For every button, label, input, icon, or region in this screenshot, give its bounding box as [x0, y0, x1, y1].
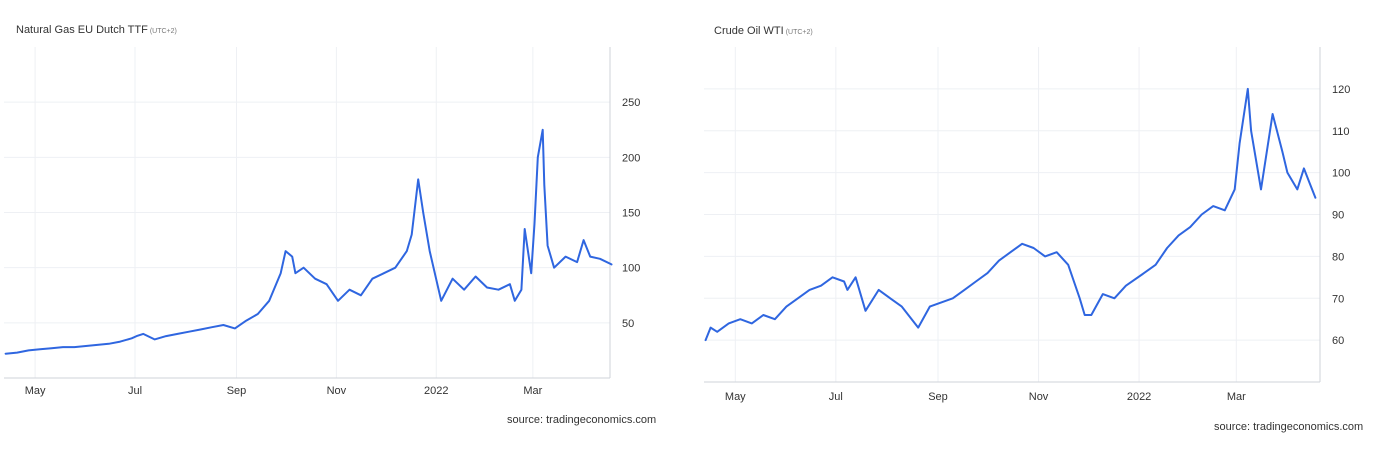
chart-title: Natural Gas EU Dutch TTF (UTC+2) — [16, 24, 177, 36]
y-tick-label: 250 — [622, 97, 640, 109]
y-tick-label: 60 — [1332, 335, 1344, 347]
chart-source: source: tradingeconomics.com — [1214, 421, 1364, 433]
x-tick-label: May — [25, 385, 46, 397]
y-tick-label: 70 — [1332, 293, 1344, 305]
x-tick-label: Jul — [829, 391, 843, 403]
chart-title-text: Crude Oil WTI — [714, 25, 784, 37]
y-tick-label: 100 — [622, 263, 640, 275]
chart-timezone: (UTC+2) — [785, 29, 813, 36]
chart-panel-crude-oil: Crude Oil WTI (UTC+2) 60 70 80 90 100 110 120 Ma… — [694, 0, 1388, 462]
y-tick-label: 120 — [1332, 84, 1350, 96]
series-line — [4, 128, 613, 355]
chart-crude-oil: 60 70 80 90 100 110 120 May Jul Sep Nov 2022 Mar — [704, 47, 1350, 403]
x-tick-label: 2022 — [424, 385, 448, 397]
x-tick-label: Jul — [128, 385, 142, 397]
chart-natural-gas: 50 100 150 200 250 May Jul Sep Nov 2022 Mar — [4, 47, 640, 397]
y-tick-label: 90 — [1332, 210, 1344, 222]
series-line — [704, 87, 1317, 342]
x-tick-label: Sep — [227, 385, 247, 397]
chart-title: Crude Oil WTI (UTC+2) — [714, 25, 813, 37]
y-tick-label: 200 — [622, 152, 640, 164]
y-tick-label: 50 — [622, 318, 634, 330]
x-tick-label: Sep — [928, 391, 948, 403]
y-tick-label: 80 — [1332, 251, 1344, 263]
chart-timezone: (UTC+2) — [149, 28, 177, 35]
x-tick-label: May — [725, 391, 746, 403]
y-tick-label: 110 — [1332, 126, 1350, 138]
y-tick-label: 150 — [622, 208, 640, 220]
x-tick-label: 2022 — [1127, 391, 1151, 403]
x-tick-label: Mar — [523, 385, 542, 397]
x-tick-label: Nov — [327, 385, 347, 397]
chart-title-text: Natural Gas EU Dutch TTF — [16, 24, 148, 36]
x-tick-label: Mar — [1227, 391, 1246, 403]
y-tick-label: 100 — [1332, 168, 1350, 180]
x-tick-label: Nov — [1029, 391, 1049, 403]
chart-panel-natural-gas: Natural Gas EU Dutch TTF (UTC+2) 50 100 150… — [0, 0, 680, 462]
chart-source: source: tradingeconomics.com — [507, 414, 657, 426]
